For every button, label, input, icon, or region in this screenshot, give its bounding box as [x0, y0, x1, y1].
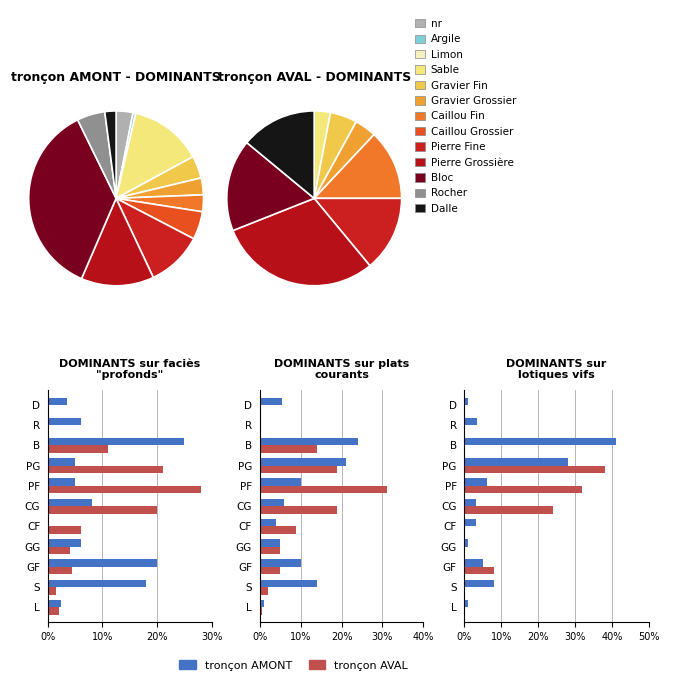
Bar: [260, 397, 282, 405]
Wedge shape: [314, 111, 331, 198]
Wedge shape: [78, 111, 116, 198]
Wedge shape: [233, 198, 370, 286]
Bar: [464, 499, 475, 506]
Wedge shape: [314, 112, 357, 198]
Bar: [48, 466, 163, 473]
Bar: [464, 560, 483, 567]
Title: tronçon AVAL - DOMINANTS: tronçon AVAL - DOMINANTS: [218, 70, 410, 83]
Bar: [464, 486, 583, 493]
Bar: [48, 418, 81, 425]
Bar: [260, 519, 276, 527]
Bar: [464, 506, 553, 514]
Bar: [464, 397, 468, 405]
Wedge shape: [314, 198, 402, 265]
Bar: [260, 539, 280, 547]
Title: tronçon AMONT - DOMINANTS: tronçon AMONT - DOMINANTS: [11, 70, 221, 83]
Bar: [464, 600, 468, 607]
Bar: [48, 579, 146, 587]
Wedge shape: [314, 122, 374, 198]
Bar: [48, 547, 70, 554]
Bar: [260, 499, 284, 506]
Bar: [48, 506, 157, 514]
Bar: [48, 438, 184, 445]
Bar: [464, 539, 468, 547]
Bar: [260, 458, 346, 466]
Bar: [48, 445, 108, 453]
Legend: tronçon AMONT, tronçon AVAL: tronçon AMONT, tronçon AVAL: [175, 656, 413, 675]
Bar: [464, 579, 494, 587]
Wedge shape: [116, 178, 204, 198]
Bar: [260, 587, 268, 594]
Bar: [260, 560, 301, 567]
Bar: [464, 519, 475, 527]
Bar: [260, 486, 387, 493]
Text: DOMINANTS sur plats
courants: DOMINANTS sur plats courants: [274, 358, 409, 380]
Bar: [260, 547, 280, 554]
Bar: [464, 418, 477, 425]
Bar: [48, 539, 81, 547]
Bar: [48, 567, 72, 575]
Wedge shape: [116, 195, 204, 212]
Bar: [260, 600, 264, 607]
Bar: [464, 438, 615, 445]
Bar: [260, 445, 317, 453]
Wedge shape: [116, 111, 133, 198]
Bar: [48, 397, 67, 405]
Text: DOMINANTS sur faciès
"profonds": DOMINANTS sur faciès "profonds": [59, 358, 200, 380]
Bar: [260, 506, 337, 514]
Bar: [464, 567, 494, 575]
Bar: [48, 587, 56, 594]
Bar: [48, 560, 157, 567]
Wedge shape: [247, 111, 314, 198]
Bar: [48, 527, 81, 534]
Bar: [48, 478, 75, 486]
Wedge shape: [116, 157, 201, 198]
Wedge shape: [116, 113, 193, 198]
Bar: [464, 466, 604, 473]
Wedge shape: [116, 198, 194, 278]
Bar: [48, 486, 201, 493]
Bar: [260, 579, 317, 587]
Bar: [260, 438, 358, 445]
Wedge shape: [29, 120, 116, 278]
Bar: [260, 478, 301, 486]
Bar: [260, 567, 280, 575]
Bar: [48, 600, 61, 607]
Wedge shape: [81, 198, 153, 286]
Wedge shape: [116, 113, 136, 198]
Wedge shape: [314, 135, 402, 198]
Bar: [260, 466, 337, 473]
Wedge shape: [227, 143, 314, 231]
Bar: [260, 607, 262, 615]
Bar: [464, 478, 486, 486]
Bar: [48, 607, 59, 615]
Wedge shape: [116, 198, 202, 239]
Legend: nr, Argile, Limon, Sable, Gravier Fin, Gravier Grossier, Caillou Fin, Caillou Gr: nr, Argile, Limon, Sable, Gravier Fin, G…: [415, 19, 516, 214]
Bar: [464, 458, 568, 466]
Bar: [48, 499, 92, 506]
Bar: [48, 458, 75, 466]
Text: DOMINANTS sur
lotiques vifs: DOMINANTS sur lotiques vifs: [507, 358, 607, 380]
Wedge shape: [104, 111, 116, 198]
Bar: [260, 527, 296, 534]
